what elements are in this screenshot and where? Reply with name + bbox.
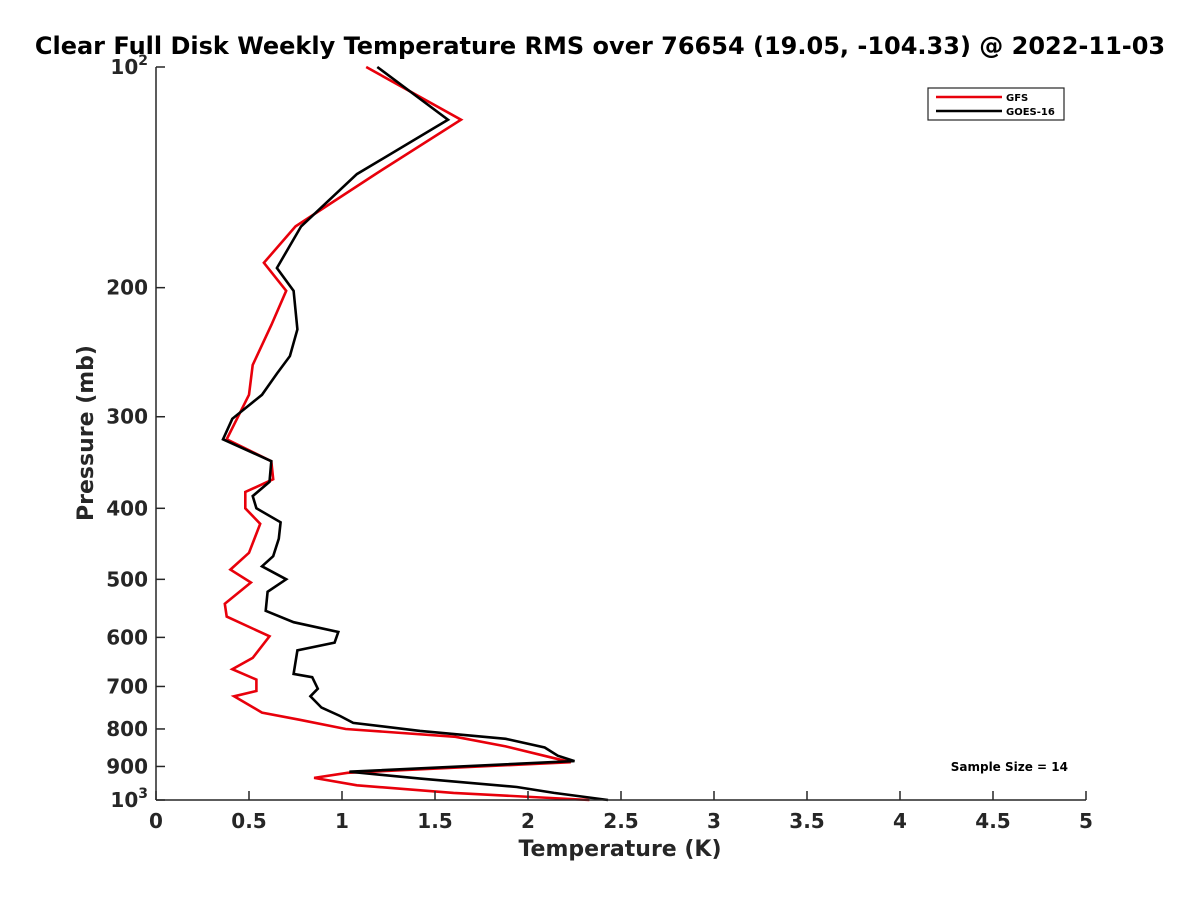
series-line-gfs xyxy=(223,65,590,802)
y-tick-label: 102 xyxy=(110,53,148,79)
y-tick-label: 400 xyxy=(106,496,148,520)
y-tick-label: 700 xyxy=(106,674,148,698)
y-tick-label: 500 xyxy=(106,567,148,591)
sample-size-annotation: Sample Size = 14 xyxy=(951,760,1068,774)
x-tick-label: 4 xyxy=(893,809,907,833)
y-tick-label: 300 xyxy=(106,405,148,429)
y-tick-label: 900 xyxy=(106,754,148,778)
legend-box xyxy=(927,87,1065,121)
x-axis: 0 0.5 1 1.5 2 2.5 3 3.5 4 4.5 5 xyxy=(149,791,1093,833)
chart-title: Clear Full Disk Weekly Temperature RMS o… xyxy=(35,32,1165,60)
x-tick-label: 0 xyxy=(149,809,163,833)
y-tick-label: 103 xyxy=(110,786,148,812)
y-tick-label: 200 xyxy=(106,276,148,300)
y-tick-label: 600 xyxy=(106,625,148,649)
x-tick-label: 2.5 xyxy=(603,809,638,833)
x-tick-label: 3.5 xyxy=(789,809,824,833)
plot-area-frame xyxy=(156,67,1086,800)
x-tick-label: 2 xyxy=(521,809,535,833)
legend: GFS GOES-16 xyxy=(927,87,1065,121)
x-tick-label: 5 xyxy=(1079,809,1093,833)
x-tick-label: 3 xyxy=(707,809,721,833)
legend-label-goes-16: GOES-16 xyxy=(1006,107,1055,118)
y-axis: 102 200 300 400 500 600 700 800 900 103 xyxy=(106,53,165,812)
x-tick-label: 1 xyxy=(335,809,349,833)
x-tick-label: 4.5 xyxy=(975,809,1010,833)
x-axis-label: Temperature (K) xyxy=(518,837,721,862)
x-tick-label: 1.5 xyxy=(417,809,452,833)
series-layer xyxy=(221,65,609,802)
x-tick-label: 0.5 xyxy=(231,809,266,833)
legend-label-gfs: GFS xyxy=(1006,93,1028,104)
y-axis-label: Pressure (mb) xyxy=(74,345,99,521)
series-line-goes-16 xyxy=(221,65,609,802)
y-tick-label: 800 xyxy=(106,717,148,741)
